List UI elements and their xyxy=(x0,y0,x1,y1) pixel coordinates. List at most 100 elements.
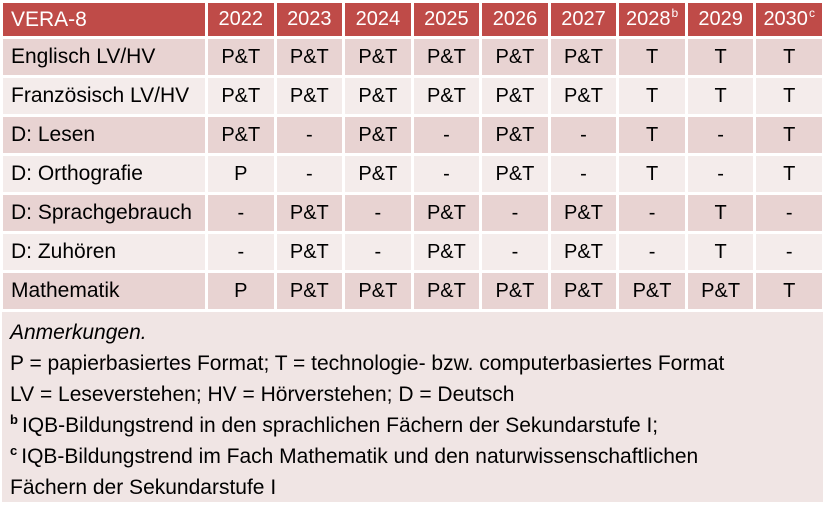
note-line: b IQB-Bildungstrend in den sprachlichen F… xyxy=(10,410,813,441)
table-row: Mathematik P P&T P&T P&T P&T P&T P&T P&T T xyxy=(3,273,822,309)
row-label-subject: Französisch LV/HV xyxy=(3,78,205,114)
year-label: 2026 xyxy=(492,8,538,30)
format-cell: - xyxy=(345,195,411,231)
format-cell: P&T xyxy=(208,39,274,75)
note-text: IQB-Bildungstrend im Fach Mathematik und… xyxy=(21,445,699,468)
format-cell: T xyxy=(756,78,822,114)
format-cell: - xyxy=(413,156,480,192)
format-cell: P&T xyxy=(208,117,274,153)
format-cell: P&T xyxy=(482,78,548,114)
notes-section: Anmerkungen. P = papierbasiertes Format; … xyxy=(2,312,823,502)
footnote-marker: c xyxy=(10,443,18,458)
format-cell: - xyxy=(619,234,685,270)
format-cell: P&T xyxy=(687,273,754,309)
year-label: 2023 xyxy=(287,8,332,30)
format-cell: P&T xyxy=(345,273,411,309)
note-line: c IQB-Bildungstrend im Fach Mathematik un… xyxy=(10,441,813,472)
format-cell: - xyxy=(208,234,274,270)
row-label-subject: Mathematik xyxy=(3,273,205,309)
format-cell: P&T xyxy=(619,273,685,309)
format-cell: P&T xyxy=(345,117,411,153)
year-column-header: 2024 xyxy=(345,3,411,36)
note-line: Fächern der Sekundarstufe I xyxy=(10,472,813,502)
format-cell: T xyxy=(619,117,685,153)
format-cell: T xyxy=(619,156,685,192)
row-label-subject: D: Lesen xyxy=(3,117,205,153)
format-cell: T xyxy=(687,78,754,114)
format-cell: P&T xyxy=(482,117,548,153)
format-cell: - xyxy=(276,117,343,153)
format-cell: P&T xyxy=(276,234,343,270)
format-cell: P&T xyxy=(208,78,274,114)
format-cell: P xyxy=(208,273,274,309)
note-text: LV = Leseverstehen; HV = Hörverstehen; D… xyxy=(10,383,515,406)
row-label-subject: Englisch LV/HV xyxy=(3,39,205,75)
format-cell: P&T xyxy=(482,156,548,192)
format-cell: T xyxy=(756,156,822,192)
row-label-subject: D: Sprachgebrauch xyxy=(3,195,205,231)
format-cell: P&T xyxy=(413,195,480,231)
format-cell: - xyxy=(413,117,480,153)
note-line: P = papierbasiertes Format; T = technolo… xyxy=(10,348,813,379)
footnote-marker: b xyxy=(10,412,18,427)
format-cell: T xyxy=(687,195,754,231)
note-line: LV = Leseverstehen; HV = Hörverstehen; D… xyxy=(10,379,813,410)
format-cell: - xyxy=(208,195,274,231)
note-line: Anmerkungen. xyxy=(10,317,813,348)
table-row: Französisch LV/HV P&T P&T P&T P&T P&T P&T T T T xyxy=(3,78,822,114)
year-column-header: 2027 xyxy=(550,3,617,36)
format-cell: - xyxy=(482,234,548,270)
format-cell: - xyxy=(756,234,822,270)
format-cell: - xyxy=(756,195,822,231)
note-text: Anmerkungen. xyxy=(10,321,147,344)
format-cell: T xyxy=(756,273,822,309)
year-column-header: 2026 xyxy=(482,3,548,36)
year-column-header: 2030c xyxy=(756,3,822,36)
format-cell: P&T xyxy=(276,273,343,309)
year-label: 2027 xyxy=(561,8,606,30)
format-cell: P&T xyxy=(550,273,617,309)
year-label: 2022 xyxy=(218,8,264,30)
note-text: Fächern der Sekundarstufe I xyxy=(10,476,277,499)
row-label-subject: D: Orthografie xyxy=(3,156,205,192)
year-label: 2025 xyxy=(424,8,469,30)
format-cell: P&T xyxy=(413,234,480,270)
format-cell: P&T xyxy=(345,39,411,75)
format-cell: - xyxy=(619,195,685,231)
year-label: 2024 xyxy=(355,8,401,30)
format-cell: - xyxy=(550,156,617,192)
vera8-schedule-table: VERA-8 2022 2023 2024 2025 2026 2027 2028b 2029 2… xyxy=(3,3,822,309)
table-row: D: Lesen P&T - P&T - P&T - T - T xyxy=(3,117,822,153)
format-cell: P&T xyxy=(345,156,411,192)
format-cell: T xyxy=(687,234,754,270)
format-cell: P&T xyxy=(550,234,617,270)
format-cell: P&T xyxy=(550,78,617,114)
table-row: D: Sprachgebrauch - P&T - P&T - P&T - T - xyxy=(3,195,822,231)
format-cell: P&T xyxy=(276,78,343,114)
format-cell: P&T xyxy=(413,273,480,309)
year-column-header: 2025 xyxy=(413,3,480,36)
format-cell: P&T xyxy=(413,39,480,75)
table-row: D: Orthografie P - P&T - P&T - T - T xyxy=(3,156,822,192)
format-cell: - xyxy=(687,117,754,153)
format-cell: P&T xyxy=(550,195,617,231)
footnote-marker: b xyxy=(671,6,679,21)
format-cell: - xyxy=(345,234,411,270)
format-cell: T xyxy=(619,78,685,114)
format-cell: - xyxy=(550,117,617,153)
row-label-subject: D: Zuhören xyxy=(3,234,205,270)
year-column-header: 2023 xyxy=(276,3,343,36)
format-cell: - xyxy=(687,156,754,192)
format-cell: P&T xyxy=(345,78,411,114)
format-cell: P&T xyxy=(413,78,480,114)
format-cell: P&T xyxy=(482,273,548,309)
format-cell: T xyxy=(756,39,822,75)
year-label: 2029 xyxy=(698,8,743,30)
format-cell: - xyxy=(482,195,548,231)
year-label: 2030 xyxy=(763,8,808,30)
table-title: VERA-8 xyxy=(11,7,87,31)
format-cell: P&T xyxy=(482,39,548,75)
format-cell: - xyxy=(276,156,343,192)
note-text: IQB-Bildungstrend in den sprachlichen Fä… xyxy=(21,414,659,437)
